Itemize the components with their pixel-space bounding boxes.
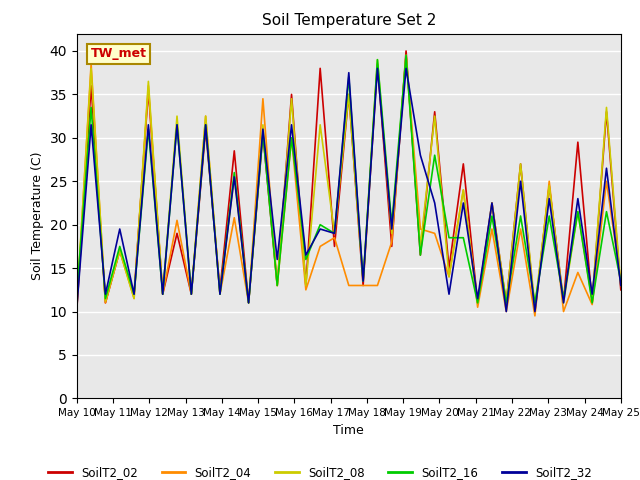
Y-axis label: Soil Temperature (C): Soil Temperature (C)	[31, 152, 44, 280]
X-axis label: Time: Time	[333, 424, 364, 437]
Legend: SoilT2_02, SoilT2_04, SoilT2_08, SoilT2_16, SoilT2_32: SoilT2_02, SoilT2_04, SoilT2_08, SoilT2_…	[44, 461, 596, 480]
Title: Soil Temperature Set 2: Soil Temperature Set 2	[262, 13, 436, 28]
Text: TW_met: TW_met	[90, 48, 147, 60]
